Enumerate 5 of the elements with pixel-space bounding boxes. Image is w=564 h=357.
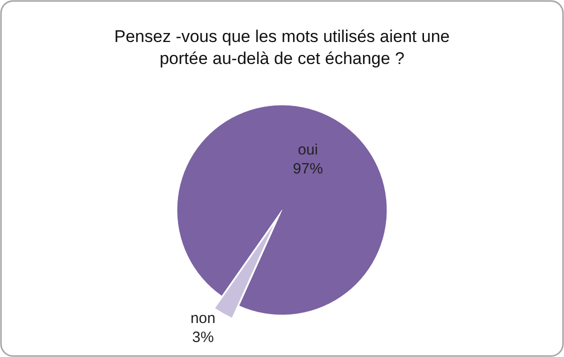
slice-label: non [190, 310, 216, 328]
data-label: 3% [192, 329, 214, 346]
slice-label: oui [298, 141, 318, 158]
data-label: 97% [292, 160, 323, 178]
chart-title: Pensez -vous que les mots utilisés aient une portée au-delà de cet échange ? [114, 27, 450, 68]
